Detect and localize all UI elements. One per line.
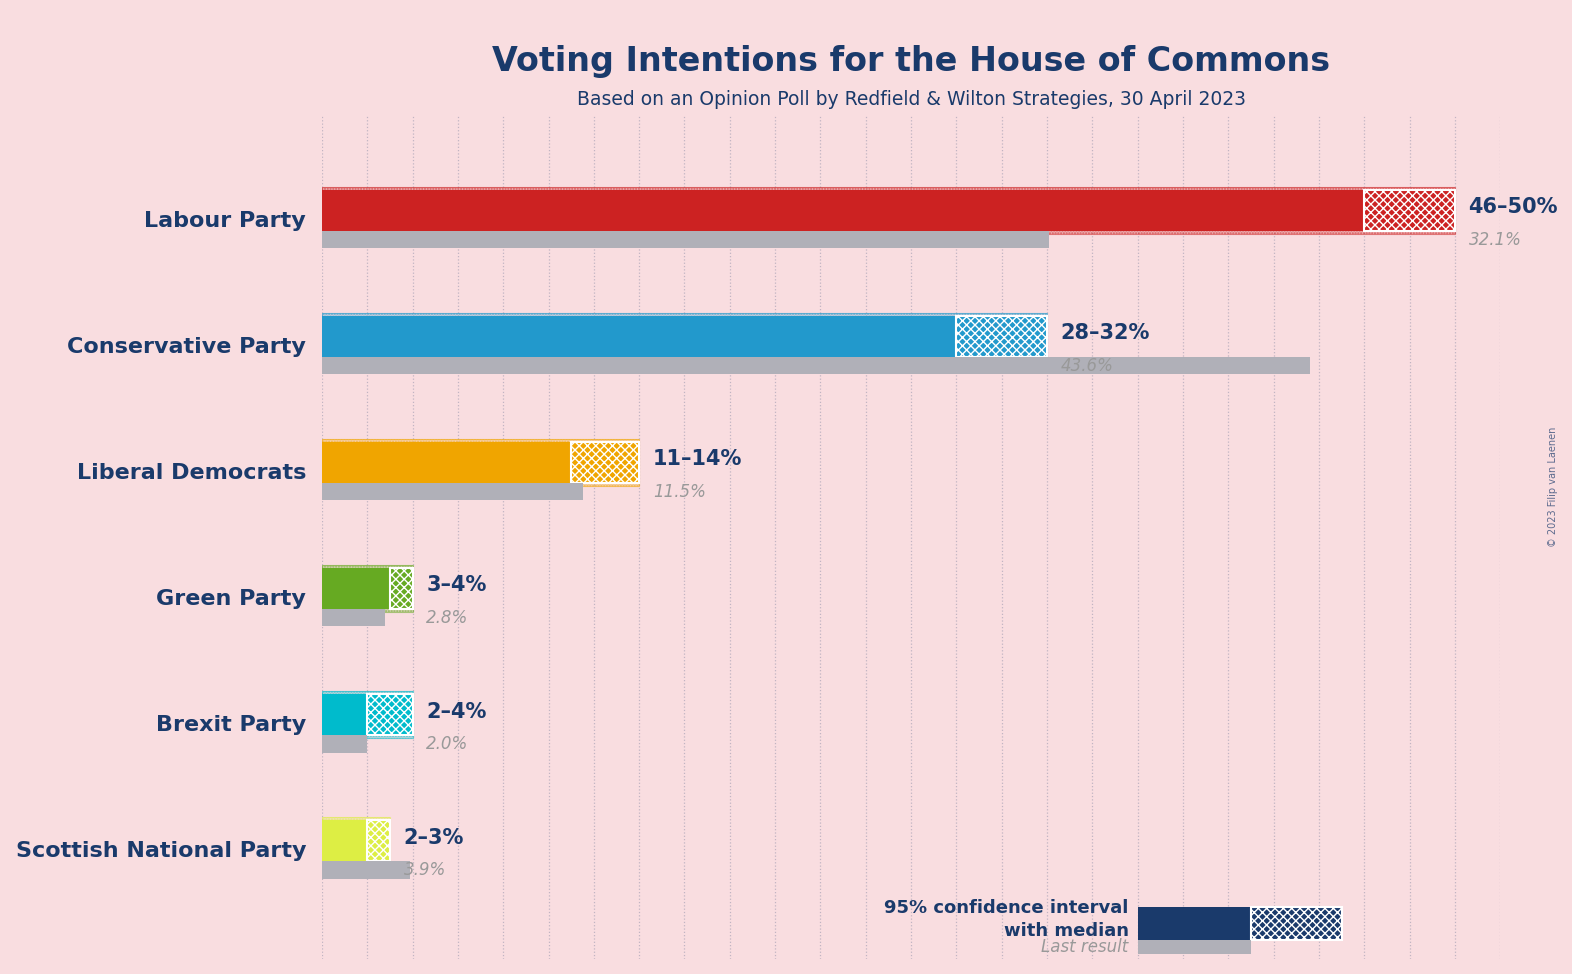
Bar [322, 694, 368, 735]
Text: Scottish National Party: Scottish National Party [16, 841, 307, 861]
Text: 11–14%: 11–14% [652, 449, 742, 469]
Bar [1251, 907, 1341, 940]
Bar [322, 356, 1309, 374]
Bar [390, 568, 412, 609]
Text: Last result: Last result [1041, 938, 1129, 956]
Text: Green Party: Green Party [156, 589, 307, 609]
Bar [1138, 907, 1251, 940]
Bar [322, 442, 571, 483]
Text: 2–3%: 2–3% [404, 828, 464, 847]
Bar [322, 316, 956, 356]
Bar [322, 565, 412, 613]
Text: 3.9%: 3.9% [404, 861, 446, 879]
Bar [322, 483, 583, 501]
Text: © 2023 Filip van Laenen: © 2023 Filip van Laenen [1548, 427, 1558, 547]
Bar [571, 442, 640, 483]
Text: 11.5%: 11.5% [652, 483, 706, 501]
Bar [322, 313, 1047, 360]
Bar [322, 231, 1050, 248]
Bar [322, 568, 390, 609]
Text: Liberal Democrats: Liberal Democrats [77, 463, 307, 483]
Bar [322, 692, 412, 738]
Text: 28–32%: 28–32% [1061, 323, 1151, 343]
Bar [322, 861, 410, 879]
Text: 2.8%: 2.8% [426, 609, 468, 627]
Bar [1138, 940, 1251, 955]
Text: 3–4%: 3–4% [426, 576, 486, 595]
Bar [368, 694, 412, 735]
Bar [322, 820, 368, 861]
Bar [322, 735, 368, 753]
Bar [322, 190, 1364, 231]
Bar [322, 313, 1047, 360]
Text: 43.6%: 43.6% [1061, 356, 1113, 375]
Bar [322, 817, 390, 865]
Bar [322, 692, 412, 738]
Text: Based on an Opinion Poll by Redfield & Wilton Strategies, 30 April 2023: Based on an Opinion Poll by Redfield & W… [577, 90, 1245, 109]
Bar [368, 820, 390, 861]
Bar [1364, 190, 1456, 231]
Text: 32.1%: 32.1% [1468, 231, 1522, 248]
Bar [322, 817, 390, 865]
Bar [322, 565, 412, 613]
Text: Voting Intentions for the House of Commons: Voting Intentions for the House of Commo… [492, 45, 1330, 78]
Bar [322, 187, 1456, 234]
Text: 2–4%: 2–4% [426, 701, 486, 722]
Text: 2.0%: 2.0% [426, 734, 468, 753]
Text: Conservative Party: Conservative Party [68, 337, 307, 356]
Text: 46–50%: 46–50% [1468, 198, 1558, 217]
Bar [956, 316, 1047, 356]
Bar [322, 609, 385, 626]
Text: Brexit Party: Brexit Party [156, 715, 307, 735]
Bar [322, 439, 640, 486]
Text: 95% confidence interval
with median: 95% confidence interval with median [885, 899, 1129, 941]
Text: Labour Party: Labour Party [145, 210, 307, 231]
Bar [322, 439, 640, 486]
Bar [322, 187, 1456, 234]
